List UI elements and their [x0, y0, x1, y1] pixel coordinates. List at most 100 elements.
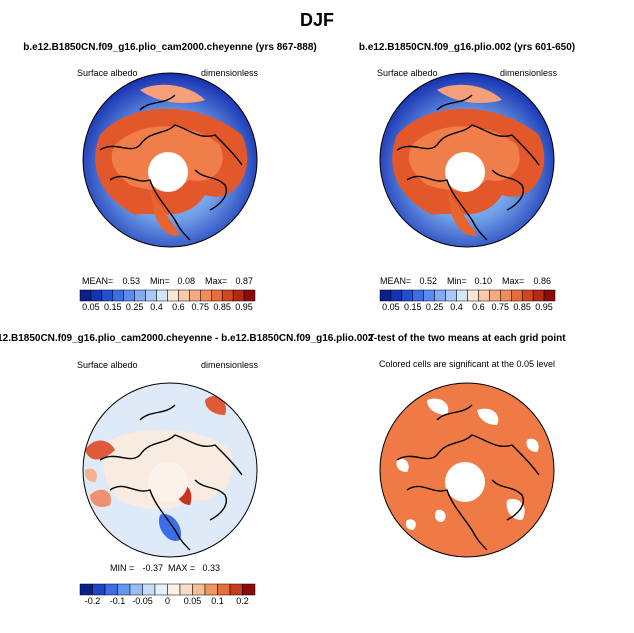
panel-left-label: Surface albedo [377, 68, 438, 78]
colorbar-label: 0.1 [211, 596, 224, 606]
colorbar-swatch [129, 583, 143, 596]
colorbar-swatch [112, 289, 124, 302]
colorbar-swatch [445, 289, 457, 302]
map [379, 382, 555, 558]
colorbar-swatch [79, 583, 93, 596]
stat-label: MAX = [168, 563, 195, 573]
stat-label: MEAN= [380, 276, 411, 286]
colorbar-swatch [478, 289, 490, 302]
colorbar-label: 0.05 [184, 596, 202, 606]
colorbar-swatch [243, 289, 256, 302]
colorbar-swatch [192, 583, 206, 596]
colorbar-swatch [200, 289, 212, 302]
panel-title: b.e12.B1850CN.f09_g16.plio.002 (yrs 601-… [359, 42, 575, 53]
colorbar-label: 0.25 [126, 302, 144, 312]
colorbar-swatch [145, 289, 157, 302]
stat-value: 0.08 [177, 276, 195, 286]
stat-value: 0.86 [533, 276, 551, 286]
stat-label: Min= [447, 276, 467, 286]
colorbar-swatch [489, 289, 501, 302]
stat-value: 0.33 [202, 563, 220, 573]
colorbar-label: -0.2 [85, 596, 101, 606]
colorbar-label: -0.1 [110, 596, 126, 606]
colorbar-swatch [117, 583, 131, 596]
colorbar-swatch [154, 583, 168, 596]
colorbar-swatch [156, 289, 168, 302]
colorbar-swatch [123, 289, 135, 302]
map [82, 382, 258, 558]
colorbar-label: 0.4 [150, 302, 163, 312]
stat-value: 0.87 [235, 276, 253, 286]
panel-subtitle: Colored cells are significant at the 0.0… [379, 359, 555, 369]
colorbar-swatch [412, 289, 424, 302]
colorbar-label: 0.15 [404, 302, 422, 312]
colorbar-swatch [167, 289, 179, 302]
colorbar-label: 0.15 [104, 302, 122, 312]
colorbar-swatch [90, 289, 103, 302]
stat-label: Min= [150, 276, 170, 286]
panel-title: T-test of the two means at each grid poi… [368, 333, 566, 344]
colorbar-swatch [179, 583, 193, 596]
colorbar-label: -0.05 [132, 596, 153, 606]
colorbar-swatch [390, 289, 403, 302]
colorbar-swatch [229, 583, 243, 596]
panel-right-label: dimensionless [201, 68, 259, 78]
colorbar-swatch [379, 289, 392, 302]
colorbar-swatch [217, 583, 231, 596]
colorbar-swatch [242, 583, 256, 596]
colorbar-swatch [511, 289, 523, 302]
map [83, 73, 257, 247]
stat-label: Max= [205, 276, 227, 286]
panel-title: b.e12.B1850CN.f09_g16.plio_cam2000.cheye… [23, 42, 317, 53]
colorbar-swatch [500, 289, 512, 302]
colorbar-label: 0.95 [235, 302, 253, 312]
stat-label: MIN = [110, 563, 134, 573]
colorbar-swatch [211, 289, 223, 302]
colorbars: 0.05 0.15 0.25 0.4 0.6 0.75 0.85 0.95 0.05 0.15 0.… [79, 289, 556, 606]
panel-right-label: dimensionless [201, 360, 259, 370]
colorbar-swatch [221, 289, 234, 302]
colorbar-swatch [79, 289, 92, 302]
colorbar-swatch [178, 289, 190, 302]
colorbar-label: 0.95 [535, 302, 553, 312]
colorbar-label: 0.75 [192, 302, 210, 312]
colorbar-label: 0.75 [492, 302, 510, 312]
stats: MEAN= 0.53 Min= 0.08 Max= 0.87 MEAN= 0.5… [82, 276, 551, 573]
colorbar-swatch [423, 289, 435, 302]
colorbar-swatch [167, 583, 181, 596]
colorbar-swatch [101, 289, 114, 302]
colorbar-label: 0.85 [513, 302, 531, 312]
colorbar-label: 0.85 [213, 302, 231, 312]
colorbar-label: 0.4 [450, 302, 463, 312]
colorbar-swatch [521, 289, 534, 302]
panel-right-label: dimensionless [500, 68, 558, 78]
colorbar-swatch [543, 289, 556, 302]
colorbar-swatch [134, 289, 146, 302]
stat-value: -0.37 [142, 563, 163, 573]
colorbar-swatch [104, 583, 118, 596]
colorbar-swatch [456, 289, 468, 302]
colorbar-swatch [532, 289, 545, 302]
stat-value: 0.52 [419, 276, 437, 286]
stat-value: 0.53 [122, 276, 140, 286]
colorbar-swatch [434, 289, 446, 302]
colorbar-label: 0.6 [172, 302, 185, 312]
panel-title: b.e12.B1850CN.f09_g16.plio_cam2000.cheye… [0, 333, 374, 344]
map [380, 73, 554, 247]
colorbar-label: 0.05 [382, 302, 400, 312]
colorbar-swatch [142, 583, 156, 596]
colorbar-swatch [232, 289, 245, 302]
colorbar-swatch [204, 583, 218, 596]
colorbar-swatch [92, 583, 106, 596]
colorbar-swatch [401, 289, 414, 302]
colorbar-swatch [467, 289, 479, 302]
panel-left-label: Surface albedo [77, 360, 138, 370]
colorbar-label: 0.25 [426, 302, 444, 312]
colorbar-label: 0.05 [82, 302, 100, 312]
colorbar-swatch [189, 289, 201, 302]
figure-title: DJF [300, 10, 334, 30]
stat-label: Max= [502, 276, 524, 286]
colorbar-label: 0.2 [236, 596, 249, 606]
panel-left-label: Surface albedo [77, 68, 138, 78]
